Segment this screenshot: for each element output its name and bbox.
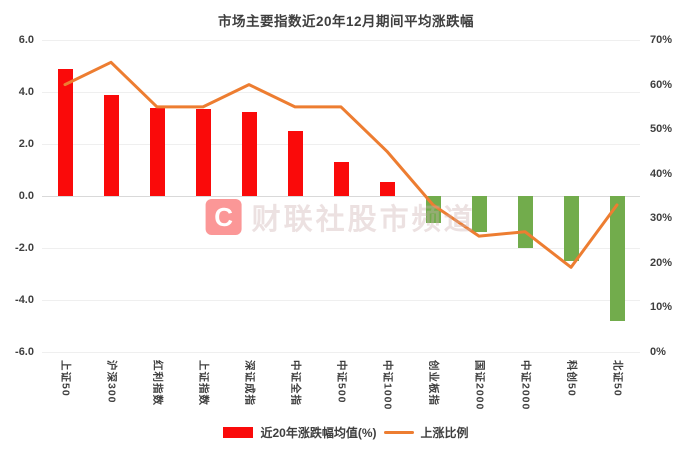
legend-line-swatch (383, 431, 414, 434)
x-axis-label: 沪深300 (105, 360, 118, 404)
zero-gridline (42, 195, 640, 197)
x-axis-label: 上证50 (59, 360, 72, 397)
left-axis-tick: 4.0 (18, 86, 34, 98)
bar-深证成指 (241, 111, 257, 196)
left-axis-tick: -6.0 (15, 346, 34, 358)
legend-bar-label: 近20年涨跌幅均值(%) (260, 426, 377, 440)
x-axis-label: 上证指数 (197, 360, 210, 406)
right-axis-tick: 70% (650, 34, 673, 46)
legend-bar-swatch (223, 427, 254, 438)
bar-中证1000 (379, 181, 395, 196)
bar-中证500 (333, 162, 349, 196)
x-axis-label: 中证2000 (519, 360, 532, 411)
right-axis-tick: 20% (650, 256, 673, 269)
upward-ratio-line (63, 60, 619, 269)
bar-上证指数 (195, 108, 211, 196)
bar-红利指数 (149, 107, 165, 196)
right-axis-tick: 0% (650, 346, 666, 358)
x-axis-label: 中证1000 (381, 360, 394, 411)
gridline (42, 247, 640, 249)
line-series (63, 60, 619, 269)
x-axis-label: 创业板指 (427, 360, 440, 406)
x-label-slot: 科创50 (548, 360, 594, 422)
bar-科创50 (563, 196, 579, 261)
x-label-slot: 深证成指 (226, 360, 272, 422)
right-axis-tick: 10% (650, 301, 673, 314)
x-label-slot: 国证2000 (456, 360, 502, 422)
x-axis-label: 中证全指 (289, 360, 302, 406)
x-axis-label: 北证50 (611, 360, 624, 397)
legend: 近20年涨跌幅均值(%) 上涨比例 (0, 424, 692, 441)
right-axis-tick: 50% (650, 123, 673, 136)
bar-国证2000 (471, 196, 487, 233)
x-axis-label: 中证500 (335, 360, 348, 404)
x-label-slot: 上证指数 (180, 360, 226, 422)
plot-area: 6.0 4.0 2.0 0.0 -2.0 -4.0 -6.0 70% 60% 50% 40% 30% 2… (15, 34, 672, 358)
x-label-slot: 上证50 (42, 360, 88, 422)
x-label-slot: 中证全指 (272, 360, 318, 422)
x-label-slot: 中证1000 (364, 360, 410, 422)
bar-中证全指 (287, 131, 303, 196)
left-axis-tick: -4.0 (15, 294, 34, 306)
legend-line-label: 上涨比例 (420, 426, 469, 440)
gridline (42, 351, 640, 353)
x-axis-labels: 上证50 沪深300 红利指数 上证指数 深证成指 中证全指 中证500 中证1000 创业板指… (42, 360, 640, 422)
gridline (42, 39, 640, 41)
right-axis-tick: 40% (650, 167, 673, 180)
x-axis-label: 国证2000 (473, 360, 486, 411)
left-axis-tick: -2.0 (15, 242, 34, 254)
x-label-slot: 红利指数 (134, 360, 180, 422)
x-axis-label: 科创50 (565, 360, 578, 397)
gridline (42, 91, 640, 93)
x-axis-label: 红利指数 (151, 360, 164, 406)
gridline (42, 143, 640, 145)
x-axis-label: 深证成指 (243, 360, 256, 406)
x-label-slot: 中证500 (318, 360, 364, 422)
left-axis-tick: 0.0 (18, 190, 34, 202)
right-axis-tick: 30% (650, 212, 673, 225)
left-axis-tick: 6.0 (18, 34, 34, 46)
bar-上证50 (57, 68, 73, 196)
bar-沪深300 (103, 94, 119, 196)
x-label-slot: 沪深300 (88, 360, 134, 422)
x-label-slot: 北证50 (594, 360, 640, 422)
x-label-slot: 中证2000 (502, 360, 548, 422)
bar-北证50 (609, 196, 625, 321)
gridline (42, 299, 640, 301)
x-label-slot: 创业板指 (410, 360, 456, 422)
right-axis-tick: 60% (650, 78, 673, 91)
chart-title: 市场主要指数近20年12月期间平均涨跌幅 (217, 14, 475, 29)
left-axis-tick: 2.0 (18, 138, 34, 150)
